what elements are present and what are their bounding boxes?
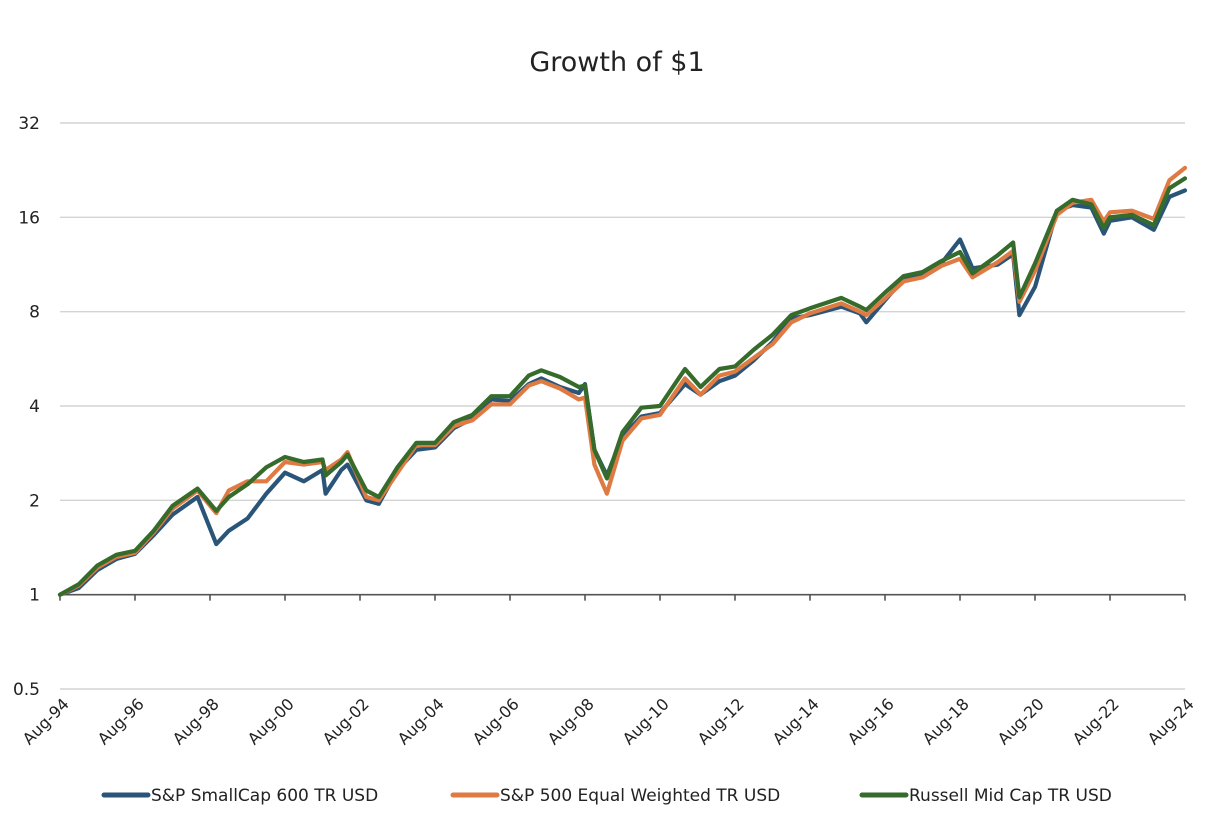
x-tick-label: Aug-98 xyxy=(169,694,223,748)
y-tick-label: 32 xyxy=(18,114,40,134)
x-tick-label: Aug-22 xyxy=(1069,694,1123,748)
gridlines xyxy=(60,122,1185,690)
legend: S&P SmallCap 600 TR USD S&P 500 Equal Wei… xyxy=(101,786,1112,806)
x-tick-label: Aug-96 xyxy=(94,694,148,748)
x-axis-tick-labels: Aug-94 Aug-96 Aug-98 Aug-00 Aug-02 Aug-04 Aug-… xyxy=(19,694,1198,748)
chart-title: Growth of $1 xyxy=(529,47,704,78)
x-tick-label: Aug-00 xyxy=(244,694,298,748)
x-tick-label: Aug-20 xyxy=(994,694,1048,748)
y-tick-label: 8 xyxy=(29,303,40,323)
x-tick-label: Aug-08 xyxy=(544,694,598,748)
legend-label-1: S&P SmallCap 600 TR USD xyxy=(151,786,378,806)
x-tick-label: Aug-06 xyxy=(469,694,523,748)
y-tick-label: 1 xyxy=(29,586,40,606)
legend-label-3: Russell Mid Cap TR USD xyxy=(909,786,1112,806)
x-tick-label: Aug-18 xyxy=(919,694,973,748)
y-tick-label: 16 xyxy=(18,208,40,228)
legend-label-2: S&P 500 Equal Weighted TR USD xyxy=(500,786,780,806)
x-tick-label: Aug-12 xyxy=(694,694,748,748)
x-tick-label: Aug-02 xyxy=(319,694,373,748)
series-line-1 xyxy=(57,188,1188,597)
x-tick-label: Aug-16 xyxy=(844,694,898,748)
y-tick-label: 2 xyxy=(29,491,40,511)
x-tick-label: Aug-04 xyxy=(394,694,448,748)
y-axis-tick-labels: 0.5 1 2 4 8 16 32 xyxy=(13,114,40,700)
series-lines xyxy=(57,165,1188,597)
series-line-3 xyxy=(57,176,1188,597)
y-tick-label: 0.5 xyxy=(13,680,40,700)
x-tick-label: Aug-94 xyxy=(19,694,73,748)
x-tick-label: Aug-24 xyxy=(1144,694,1198,748)
y-tick-label: 4 xyxy=(29,397,40,417)
x-tick-label: Aug-10 xyxy=(619,694,673,748)
x-axis xyxy=(59,593,1186,601)
x-tick-label: Aug-14 xyxy=(769,694,823,748)
